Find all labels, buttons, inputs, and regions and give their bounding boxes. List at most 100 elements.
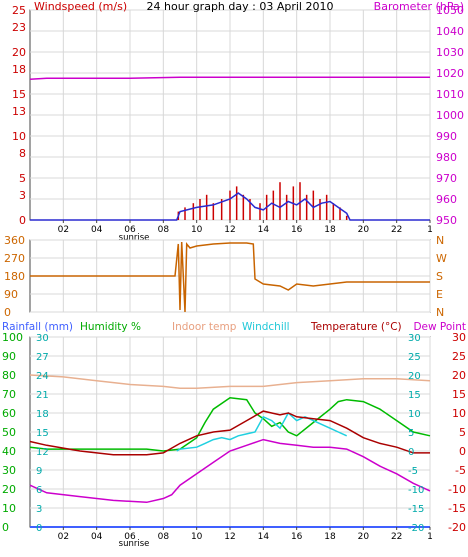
humidity-tick-label: 20 (2, 483, 16, 496)
temperature-line (29, 410, 430, 456)
windspeed-tick-label: 20 (12, 46, 26, 59)
legend-dew-point: Dew Point (413, 321, 466, 333)
series-layer (29, 76, 430, 221)
compass-tick-label: N (436, 306, 444, 319)
barometer-axis-label: Barometer (hPa) (374, 0, 464, 13)
legend-temperature: Temperature (°C) (310, 321, 402, 333)
humidity-line (29, 397, 431, 452)
x-tick-label: 14 (258, 532, 270, 542)
rainfall-tick-label: 9 (36, 466, 42, 477)
x-tick-label: 06 (124, 225, 136, 235)
compass-tick-label: W (436, 252, 447, 265)
rainfall-tick-label: 3 (36, 504, 42, 515)
x-tick-label: 08 (158, 532, 170, 542)
x-tick-label: 1 (427, 532, 433, 542)
x-tick-label: 20 (358, 225, 370, 235)
temperature-axis-ticks-outer: -20 -15 -10 -5 0 5 10 15 20 25 30 (448, 331, 466, 534)
temperature-tick-label: 5 (459, 426, 466, 439)
barometer-tick-label: 960 (436, 193, 457, 206)
indoor-line (29, 374, 431, 390)
temperature-tick-label: 0 (459, 445, 466, 458)
direction-tick-label: 90 (4, 288, 18, 301)
windspeed-tick-label: 18 (12, 63, 26, 76)
humidity-tick-label: 50 (2, 426, 16, 439)
temperature-inner-tick-label: 5 (408, 428, 414, 439)
x-tick-label: 16 (291, 532, 303, 542)
sunrise-label: sunrise (119, 539, 150, 549)
temperature-tick-label: 20 (452, 369, 466, 382)
x-tick-label: 14 (258, 225, 270, 235)
temperature-tick-label: -10 (448, 483, 466, 496)
barometer-tick-label: 1010 (436, 88, 464, 101)
grid (30, 239, 431, 313)
temperature-inner-tick-label: 20 (408, 371, 421, 382)
rainfall-tick-label: 0 (36, 523, 42, 534)
temperature-inner-tick-label: 25 (408, 352, 421, 363)
left-axis-ticks: 0 3 5 8 10 13 15 18 20 23 25 (12, 4, 26, 227)
temperature-axis-ticks: -20 -15 -10 -5 0 5 10 15 20 25 30 (408, 333, 424, 534)
dewpoint-line (29, 438, 431, 504)
humidity-tick-label: 0 (2, 521, 9, 534)
temperature-tick-label: -20 (448, 521, 466, 534)
rainfall-tick-label: 24 (36, 371, 49, 382)
direction-tick-label: 180 (4, 270, 25, 283)
x-tick-label: 16 (291, 225, 303, 235)
windspeed-tick-label: 3 (19, 189, 26, 202)
rainfall-tick-label: 30 (36, 333, 49, 344)
barometer-tick-label: 970 (436, 172, 457, 185)
windspeed-tick-label: 25 (12, 4, 26, 17)
x-tick-label: 1 (427, 225, 433, 235)
rainfall-tick-label: 15 (36, 428, 49, 439)
chart-title: 24 hour graph day : 03 April 2010 (147, 0, 334, 13)
wind_avg-line (30, 192, 430, 221)
windspeed-tick-label: 10 (12, 130, 26, 143)
x-tick-label: 08 (158, 225, 170, 235)
barometer-tick-label: 1000 (436, 109, 464, 122)
humidity-tick-label: 10 (2, 502, 16, 515)
x-tick-label: 06 (124, 532, 136, 542)
humidity-tick-label: 100 (2, 331, 23, 344)
x-tick-label: 04 (91, 532, 103, 542)
temperature-inner-tick-label: -10 (408, 485, 424, 496)
legend-rainfall: Rainfall (mm) (2, 321, 73, 333)
humidity-tick-label: 90 (2, 350, 16, 363)
x-tick-label: 18 (324, 532, 336, 542)
windspeed-tick-label: 0 (19, 214, 26, 227)
x-axis-ticks: 02 04 06 08 10 12 14 16 18 20 22 1 (58, 527, 433, 542)
windspeed-tick-label: 5 (19, 172, 26, 185)
windspeed-tick-label: 8 (19, 147, 26, 160)
x-tick-label: 20 (358, 532, 370, 542)
humidity-axis-ticks: 0 10 20 30 40 50 60 70 80 90 100 (2, 331, 23, 534)
barometer-tick-label: 1040 (436, 25, 464, 38)
humidity-tick-label: 80 (2, 369, 16, 382)
legend-humidity: Humidity % (80, 321, 141, 333)
barometer-tick-label: 980 (436, 151, 457, 164)
windspeed-tick-label: 23 (12, 21, 26, 34)
rainfall-tick-label: 27 (36, 352, 49, 363)
direction-tick-label: 360 (4, 234, 25, 247)
temperature-tick-label: 10 (452, 407, 466, 420)
direction-axis-ticks: 360 270 180 90 0 (4, 234, 25, 319)
rainfall-tick-label: 12 (36, 447, 49, 458)
x-axis-ticks: 02 04 06 08 10 12 14 16 18 20 22 1 (58, 220, 433, 235)
barometer-tick-label: 990 (436, 130, 457, 143)
x-tick-label: 22 (391, 532, 402, 542)
x-tick-label: 10 (191, 532, 203, 542)
temperature-inner-tick-label: 15 (408, 390, 421, 401)
humidity-tick-label: 60 (2, 407, 16, 420)
legend-windchill: Windchill (242, 321, 290, 333)
barometer-line (29, 76, 430, 81)
rainfall-tick-label: 18 (36, 409, 49, 420)
x-tick-label: 22 (391, 225, 402, 235)
humidity-tick-label: 30 (2, 464, 16, 477)
temperature-tick-label: 30 (452, 331, 466, 344)
compass-tick-label: E (436, 288, 443, 301)
barometer-tick-label: 1020 (436, 67, 464, 80)
compass-tick-label: S (436, 270, 443, 283)
temperature-tick-label: -5 (455, 464, 466, 477)
rainfall-tick-label: 21 (36, 390, 49, 401)
